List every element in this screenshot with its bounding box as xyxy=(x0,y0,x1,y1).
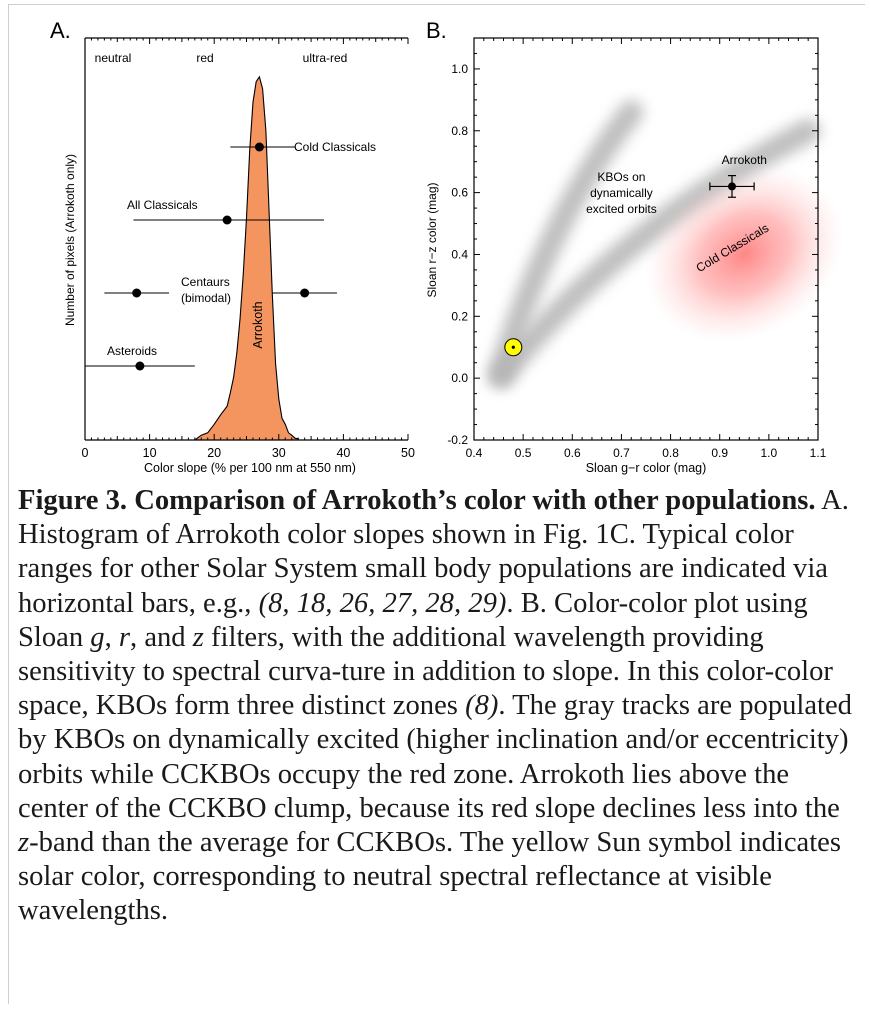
x-tick-label: 10 xyxy=(143,446,157,460)
x-tick-label: 0.6 xyxy=(564,446,581,460)
x-tick-label: 1.1 xyxy=(810,446,827,460)
x-axis-label: Color slope (% per 100 nm at 550 nm) xyxy=(144,461,356,475)
caption-text: (8, 18, 26, 27, 28, 29) xyxy=(258,587,507,619)
caption-text: , and xyxy=(130,621,193,653)
caption-text: z xyxy=(18,827,30,859)
y-tick-label: -0.2 xyxy=(447,433,468,447)
x-tick-label: 1.0 xyxy=(761,446,778,460)
y-tick-label: 0.8 xyxy=(451,124,468,138)
x-tick-label: 40 xyxy=(336,446,350,460)
y-tick-label: 0.4 xyxy=(451,247,468,261)
figure-panels: A. neutral red ultra-red Cold Classicals Al… xyxy=(50,18,845,475)
x-tick-label: 50 xyxy=(401,446,415,460)
caption-text: -band than the average for CCKBOs. The y… xyxy=(18,827,841,927)
color-zone-labels: neutral red ultra-red xyxy=(95,51,348,65)
range-point xyxy=(222,215,232,225)
range-point xyxy=(300,288,310,298)
x-tick-label: 20 xyxy=(207,446,221,460)
range-label: Cold Classicals xyxy=(294,140,376,154)
range-point xyxy=(132,288,142,298)
panel-a-label: A. xyxy=(50,18,71,43)
figure-caption: Figure 3. Comparison of Arrokoth’s color… xyxy=(18,484,858,929)
red-zone xyxy=(644,166,845,343)
x-tick-label: 0.9 xyxy=(711,446,728,460)
histogram-area xyxy=(193,75,299,441)
arrokoth-label: Arrokoth xyxy=(722,153,767,167)
panel-a: A. neutral red ultra-red Cold Classicals Al… xyxy=(50,18,415,475)
caption-text: r xyxy=(118,621,131,653)
y-tick-label: 1.0 xyxy=(451,62,468,76)
x-tick-label: 0.8 xyxy=(662,446,679,460)
panel-b: B. KBOs on dynamically excited orbitsCold … xyxy=(425,18,845,475)
y-tick-label: 0.6 xyxy=(451,186,468,200)
y-tick-label: 0.2 xyxy=(451,309,468,323)
x-axis-label-b: Sloan g−r color (mag) xyxy=(586,461,707,475)
sun-center-dot xyxy=(511,345,515,349)
y-axis-label-b: Sloan r−z color (mag) xyxy=(425,182,439,297)
color-zone-label: ultra-red xyxy=(303,51,348,65)
color-zone-label: red xyxy=(196,51,213,65)
caption-text: g xyxy=(90,621,105,653)
arrokoth-point xyxy=(728,182,736,191)
x-tick-label: 0.4 xyxy=(466,446,483,460)
caption-text: filters, with the additional wavelength … xyxy=(18,621,833,722)
caption-title: Figure 3. Comparison of Arrokoth’s color… xyxy=(18,485,816,516)
range-point xyxy=(254,142,264,152)
panel-b-label: B. xyxy=(426,18,447,43)
caption-text: (8) xyxy=(465,690,499,722)
x-tick-label: 0.5 xyxy=(515,446,532,460)
y-tick-label: 0.0 xyxy=(451,371,468,385)
x-tick-label: 0.7 xyxy=(613,446,630,460)
gray-zone-label: KBOs on dynamically excited orbits xyxy=(586,170,657,216)
histogram-label: Arrokoth xyxy=(251,301,265,348)
figure-border-top xyxy=(8,4,865,5)
range-point xyxy=(135,361,145,371)
caption-text: . B. Color-color plot using Sloan xyxy=(18,587,808,653)
figure-border-left xyxy=(8,4,9,1004)
y-axis-label: Number of pixels (Arrokoth only) xyxy=(63,154,77,326)
color-zone-label: neutral xyxy=(95,51,132,65)
x-tick-label: 0 xyxy=(82,446,89,460)
range-label: Asteroids xyxy=(107,344,157,358)
range-label: All Classicals xyxy=(127,198,198,212)
caption-text: . The gray tracks are populated by KBOs … xyxy=(18,690,852,824)
range-label: Centaurs (bimodal) xyxy=(181,275,231,305)
caption-body: A. Histogram of Arrokoth color slopes sh… xyxy=(18,485,852,926)
x-tick-label: 30 xyxy=(272,446,286,460)
caption-text: A. Histogram of Arrokoth color slopes sh… xyxy=(18,485,849,619)
caption-text: z xyxy=(192,621,204,653)
caption-text: , xyxy=(104,621,119,653)
gray-zone-track-2 xyxy=(489,118,821,388)
